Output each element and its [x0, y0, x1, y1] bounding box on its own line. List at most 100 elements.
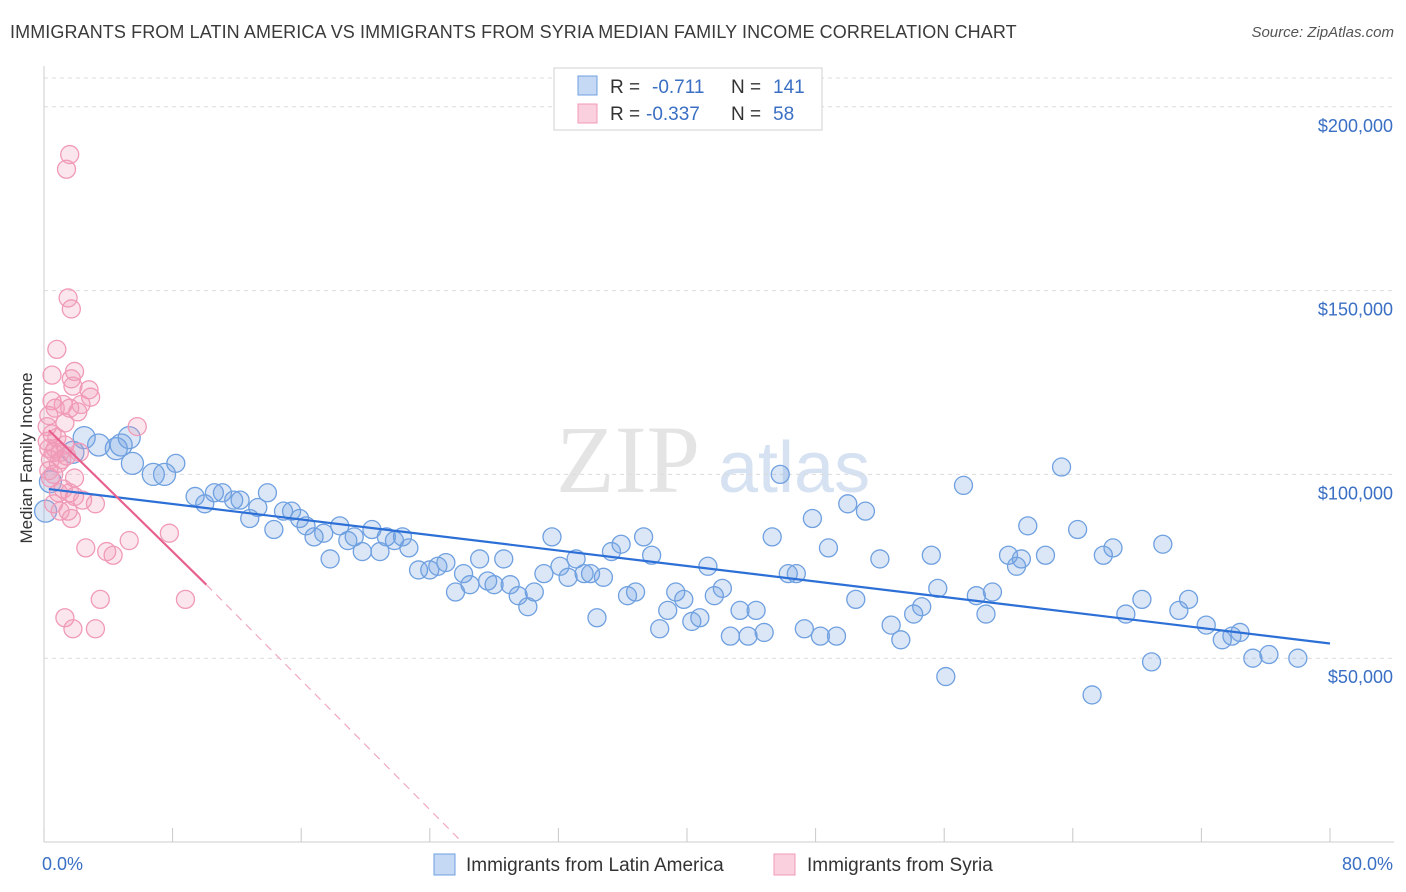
trend-line-syria	[48, 429, 208, 586]
point-latin-america	[881, 615, 901, 635]
point-latin-america	[212, 483, 233, 503]
point-latin-america	[625, 582, 646, 602]
trend-line-syria-extension	[205, 584, 463, 843]
x-tick-label: 80.0%	[1342, 854, 1393, 874]
point-latin-america	[891, 630, 911, 650]
bottom-legend-swatch-syria	[773, 853, 796, 876]
y-tick-label: $50,000	[1328, 667, 1393, 687]
point-latin-america	[1103, 538, 1123, 558]
bottom-legend-label-syria: Immigrants from Syria	[807, 855, 993, 876]
legend-n-value: 141	[773, 77, 805, 98]
point-syria	[42, 391, 62, 411]
point-latin-america	[738, 626, 758, 646]
point-syria	[56, 159, 77, 179]
point-syria	[90, 589, 110, 610]
point-syria	[52, 450, 72, 470]
point-syria	[61, 369, 81, 389]
point-latin-america	[1178, 589, 1199, 610]
point-latin-america	[641, 545, 662, 565]
point-syria	[45, 438, 65, 459]
point-latin-america	[846, 589, 866, 610]
point-latin-america	[508, 586, 528, 606]
point-latin-america	[704, 586, 724, 606]
x-tick-label: 0.0%	[42, 854, 83, 874]
point-syria	[79, 380, 99, 400]
point-latin-america	[257, 483, 278, 503]
point-latin-america	[120, 451, 145, 476]
grid-lines	[44, 77, 1394, 659]
legend-n-label: N =	[731, 104, 761, 125]
point-latin-america	[224, 490, 244, 510]
point-syria	[103, 545, 123, 565]
chart-title: IMMIGRANTS FROM LATIN AMERICA VS IMMIGRA…	[10, 22, 1017, 42]
point-syria	[76, 538, 96, 558]
point-latin-america	[574, 563, 594, 584]
point-latin-america	[152, 462, 177, 487]
point-syria	[64, 468, 85, 488]
point-latin-america	[720, 626, 741, 646]
point-latin-america	[712, 578, 733, 598]
point-latin-america	[1196, 615, 1216, 635]
y-axis-title: Median Family Income	[17, 372, 36, 543]
point-latin-america	[794, 619, 814, 639]
y-tick-label: $150,000	[1318, 300, 1393, 320]
point-latin-america	[304, 527, 324, 547]
point-latin-america	[1243, 648, 1263, 668]
point-latin-america	[770, 464, 790, 485]
point-syria	[47, 339, 67, 360]
point-latin-america	[204, 483, 225, 503]
point-latin-america	[117, 425, 141, 450]
point-latin-america	[460, 575, 480, 595]
point-latin-america	[500, 575, 520, 595]
point-latin-america	[1259, 644, 1279, 665]
point-latin-america	[558, 567, 578, 587]
point-latin-america	[593, 567, 614, 587]
point-syria	[127, 416, 147, 437]
point-latin-america	[698, 556, 718, 576]
point-latin-america	[650, 619, 670, 639]
legend-swatch-latin-america	[577, 75, 598, 96]
point-syria	[37, 431, 57, 451]
point-latin-america	[826, 626, 847, 646]
point-latin-america	[658, 600, 678, 621]
point-latin-america	[344, 527, 364, 547]
bottom-legend-label-latin-america: Immigrants from Latin America	[466, 855, 724, 876]
point-latin-america	[921, 545, 941, 565]
point-syria	[63, 619, 83, 639]
trend-lines	[48, 429, 1331, 843]
point-syria	[85, 494, 106, 514]
point-syria	[80, 387, 101, 407]
point-latin-america	[494, 549, 514, 569]
point-syria	[159, 523, 180, 543]
y-tick-label: $100,000	[1318, 483, 1393, 503]
point-latin-america	[928, 578, 948, 598]
point-latin-america	[912, 597, 932, 617]
watermark-zip: ZIP	[556, 406, 700, 513]
correlation-legend: R = -0.711 N = 141 R = -0.337 N = 58	[553, 67, 823, 131]
point-syria	[85, 619, 106, 639]
point-latin-america	[399, 538, 419, 558]
point-latin-america	[1067, 519, 1088, 540]
point-latin-america	[730, 600, 750, 621]
point-latin-america	[1018, 516, 1038, 536]
point-latin-america	[936, 666, 956, 687]
point-latin-america	[436, 552, 456, 573]
point-latin-america	[1132, 589, 1152, 610]
point-latin-america	[166, 453, 186, 474]
point-latin-america	[953, 475, 974, 496]
point-syria	[43, 464, 64, 485]
point-latin-america	[566, 549, 586, 569]
point-latin-america	[542, 527, 562, 547]
point-latin-america	[1051, 457, 1072, 477]
point-syria	[61, 508, 81, 529]
point-latin-america	[611, 534, 631, 554]
point-latin-america	[855, 501, 876, 521]
point-syria	[55, 413, 75, 433]
point-latin-america	[320, 549, 340, 569]
point-latin-america	[273, 501, 294, 521]
legend-n-value: 58	[773, 104, 794, 125]
point-syria	[60, 144, 80, 165]
point-latin-america	[904, 604, 924, 624]
bottom-legend-swatch-latin-america	[433, 853, 456, 876]
